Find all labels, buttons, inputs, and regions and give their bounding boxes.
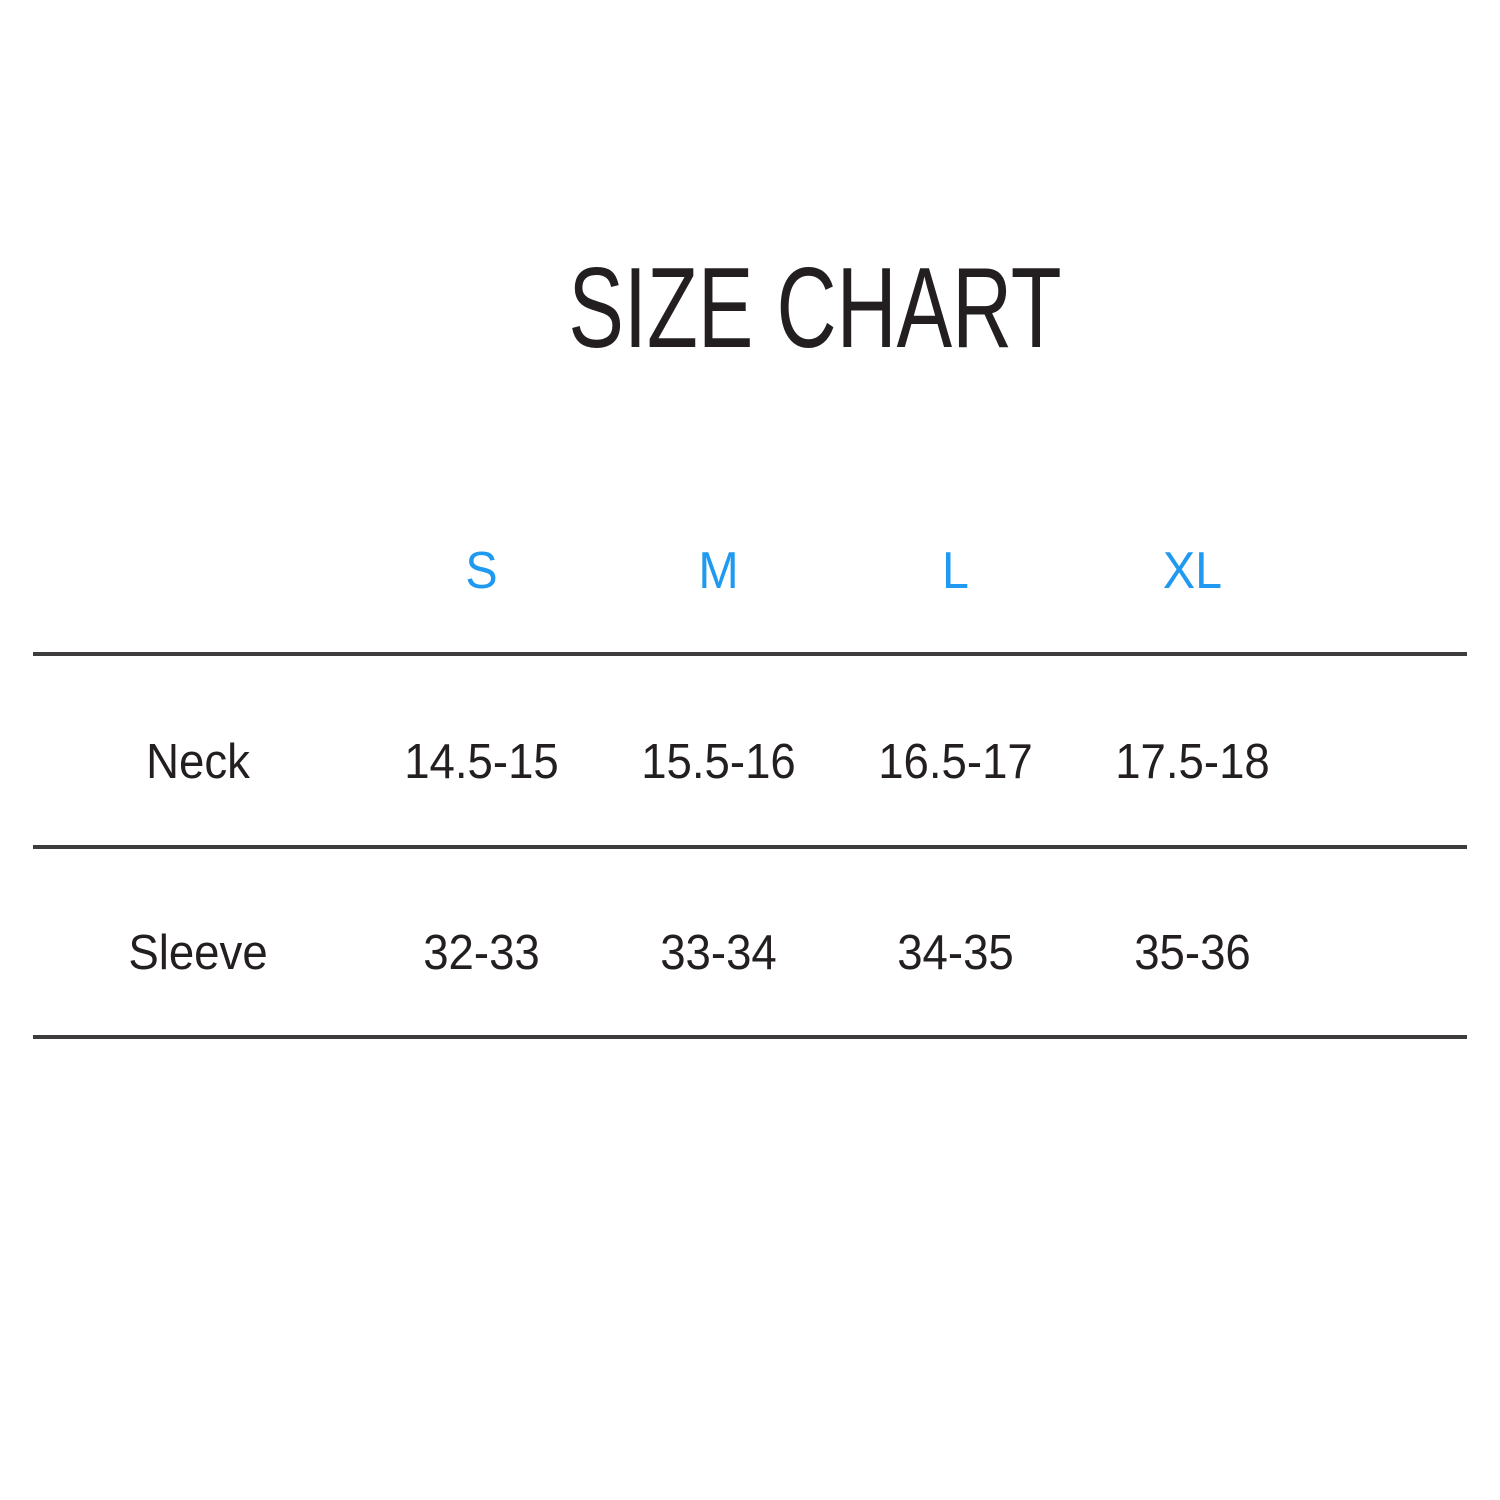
cell-neck-m: 15.5-16	[641, 734, 796, 789]
cell-sleeve-l: 34-35	[897, 926, 1014, 980]
cell-sleeve-xl: 35-36	[1134, 926, 1251, 980]
cell-neck-l: 16.5-17	[878, 734, 1033, 789]
column-header-xl: XL	[1162, 542, 1223, 600]
cell-neck-s: 14.5-15	[404, 734, 559, 789]
size-chart-table: S M L XL Neck 14.5-15 15.5-16 16.5-17 17…	[33, 490, 1467, 1039]
table-header-row: S M L XL	[33, 490, 1467, 652]
page-title: SIZE CHART	[568, 245, 1062, 372]
table-row-sleeve: Sleeve 32-33 33-34 34-35 35-36	[33, 845, 1467, 1039]
column-header-s: S	[465, 542, 498, 600]
table-row-neck: Neck 14.5-15 15.5-16 16.5-17 17.5-18	[33, 652, 1467, 845]
row-label-sleeve: Sleeve	[128, 926, 268, 980]
cell-sleeve-s: 32-33	[423, 926, 540, 980]
column-header-m: M	[698, 542, 739, 600]
cell-sleeve-m: 33-34	[660, 926, 777, 980]
column-header-l: L	[942, 542, 969, 600]
row-label-neck: Neck	[146, 734, 250, 789]
cell-neck-xl: 17.5-18	[1115, 734, 1270, 789]
